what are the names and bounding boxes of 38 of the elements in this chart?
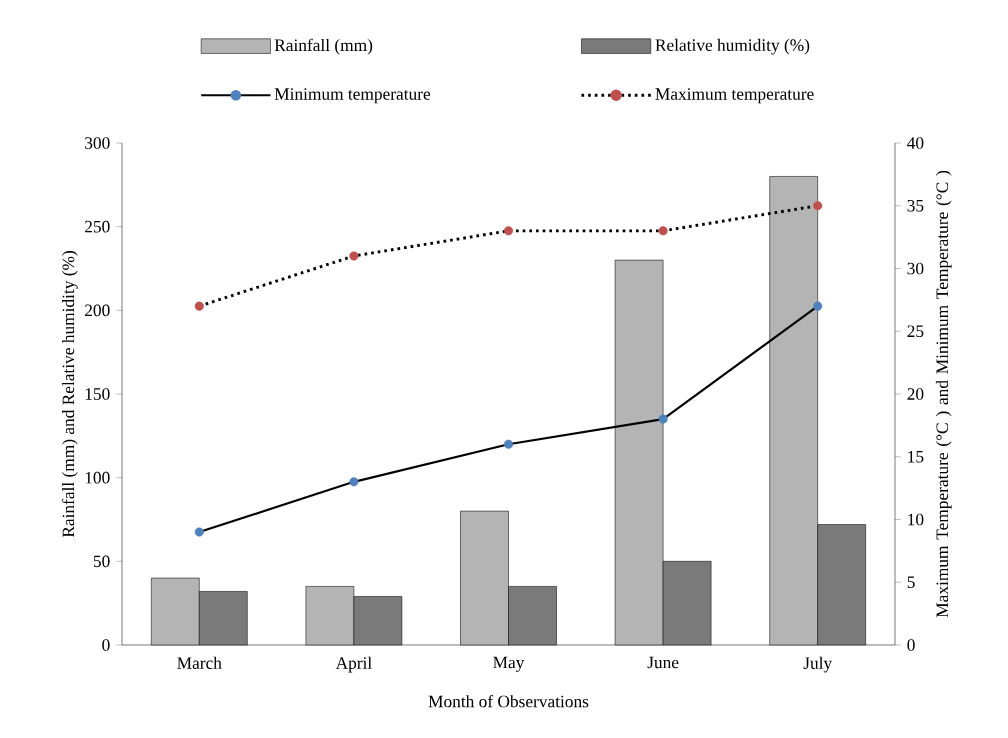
y-tick-label: 200 [85,304,110,317]
y-tick-label: 50 [93,555,110,568]
legend-label: Maximum temperature [655,88,814,104]
point [658,414,668,424]
x-tick-label: June [647,656,679,669]
y-tick-label: 250 [85,220,110,233]
point [813,201,823,211]
y-axis-title: Rainfall (mm) and Relative humidity (%) [61,251,78,538]
legend-label: Relative humidity (%) [655,38,810,55]
legend-label: Rainfall (mm) [274,38,373,55]
y-tick-label: 300 [85,137,110,149]
y-tick-label: 150 [85,388,110,400]
y2-axis-title: Maximum Temperature (°C ) and Minimum Temperature (°C ) [935,170,952,618]
y2-tick-label: 10 [908,513,924,526]
y-tick-label: 0 [102,639,110,651]
x-axis-title: Month of Observations [428,694,589,708]
x-tick-label: March [177,656,222,669]
point [194,301,204,311]
point [349,251,359,261]
y-tick-label: 100 [85,471,110,484]
y2-tick-label: 5 [907,576,915,588]
y2-tick-label: 35 [907,199,924,212]
point [813,301,823,311]
point [349,477,359,487]
y2-tick-label: 15 [908,450,924,463]
legend-label: Minimum temperature [274,88,431,104]
y2-tick-label: 25 [907,325,924,338]
x-tick-label: July [803,656,833,673]
y2-tick-label: 20 [907,388,924,400]
point [658,226,668,236]
x-tick-label: April [335,656,372,673]
point [503,226,514,236]
point [503,439,514,449]
y2-tick-label: 30 [907,262,924,275]
y2-tick-label: 0 [907,639,915,651]
y2-tick-label: 40 [907,137,924,149]
x-tick-label: May [493,656,525,672]
point [194,527,204,537]
